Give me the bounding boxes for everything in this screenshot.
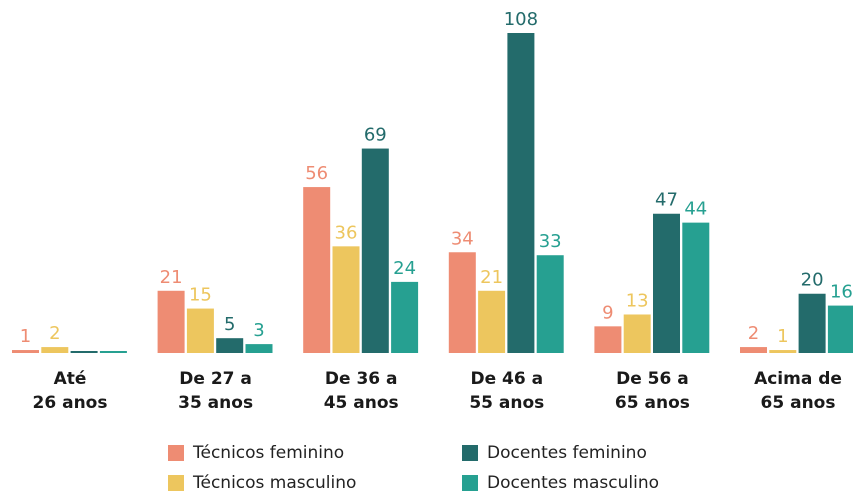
- legend-swatch: [462, 445, 478, 461]
- x-tick-label: 26 anos: [33, 393, 108, 413]
- data-label: 2: [49, 323, 60, 344]
- bar: [12, 350, 39, 353]
- x-tick-label: De 46 a: [470, 369, 543, 389]
- data-label: 33: [539, 231, 562, 252]
- legend-swatch: [168, 475, 184, 491]
- x-tick-label: Até: [54, 369, 87, 389]
- legend-label: Docentes feminino: [487, 443, 647, 463]
- legend-label: Técnicos masculino: [192, 473, 356, 491]
- bar: [827, 305, 853, 353]
- legend-label: Técnicos feminino: [192, 443, 344, 463]
- bar: [70, 351, 98, 353]
- data-label: 21: [160, 267, 183, 288]
- legend-label: Docentes masculino: [487, 473, 659, 491]
- bar: [216, 338, 244, 353]
- bar: [332, 246, 360, 353]
- data-label: 20: [801, 270, 824, 291]
- data-label: 16: [830, 282, 853, 303]
- data-label: 36: [335, 222, 358, 243]
- x-tick-label: De 36 a: [325, 369, 398, 389]
- bar: [41, 347, 69, 353]
- legend-swatch: [168, 445, 184, 461]
- data-label: 21: [480, 267, 503, 288]
- bar: [653, 213, 680, 353]
- bar: [740, 347, 767, 353]
- data-label: 2: [748, 323, 759, 344]
- bar: [186, 308, 214, 353]
- data-label: 69: [364, 125, 387, 146]
- bar: [245, 344, 273, 353]
- x-tick-label: Acima de: [754, 369, 842, 389]
- x-tick-label: 65 anos: [615, 393, 690, 413]
- bar: [303, 187, 331, 353]
- bar: [391, 281, 419, 353]
- data-label: 24: [393, 258, 416, 279]
- bar: [594, 326, 622, 353]
- x-tick-label: 35 anos: [178, 393, 253, 413]
- x-tick-label: 55 anos: [469, 393, 544, 413]
- data-label: 108: [504, 9, 538, 30]
- bar: [478, 290, 506, 353]
- bar: [798, 293, 826, 353]
- x-tick-label: De 56 a: [616, 369, 689, 389]
- data-label: 13: [626, 290, 649, 311]
- bar: [99, 351, 127, 353]
- x-tick-label: De 27 a: [179, 369, 252, 389]
- data-label: 56: [305, 163, 328, 184]
- bar: [536, 255, 564, 353]
- bar: [769, 350, 797, 353]
- data-label: 9: [602, 302, 613, 323]
- bar: [623, 314, 651, 353]
- legend-swatch: [462, 475, 478, 491]
- data-label: 1: [777, 326, 788, 347]
- data-label: 47: [655, 190, 678, 211]
- bar: [361, 148, 389, 353]
- data-label: 5: [224, 314, 235, 335]
- bar: [448, 252, 476, 353]
- data-label: 15: [189, 285, 212, 306]
- data-label: 34: [451, 228, 474, 249]
- bar: [507, 33, 535, 353]
- data-label: 3: [253, 320, 264, 341]
- bar: [682, 222, 710, 353]
- data-label: 1: [20, 326, 31, 347]
- x-tick-label: 65 anos: [761, 393, 836, 413]
- x-tick-label: 45 anos: [324, 393, 399, 413]
- data-label: 44: [684, 199, 707, 220]
- bar: [157, 290, 185, 353]
